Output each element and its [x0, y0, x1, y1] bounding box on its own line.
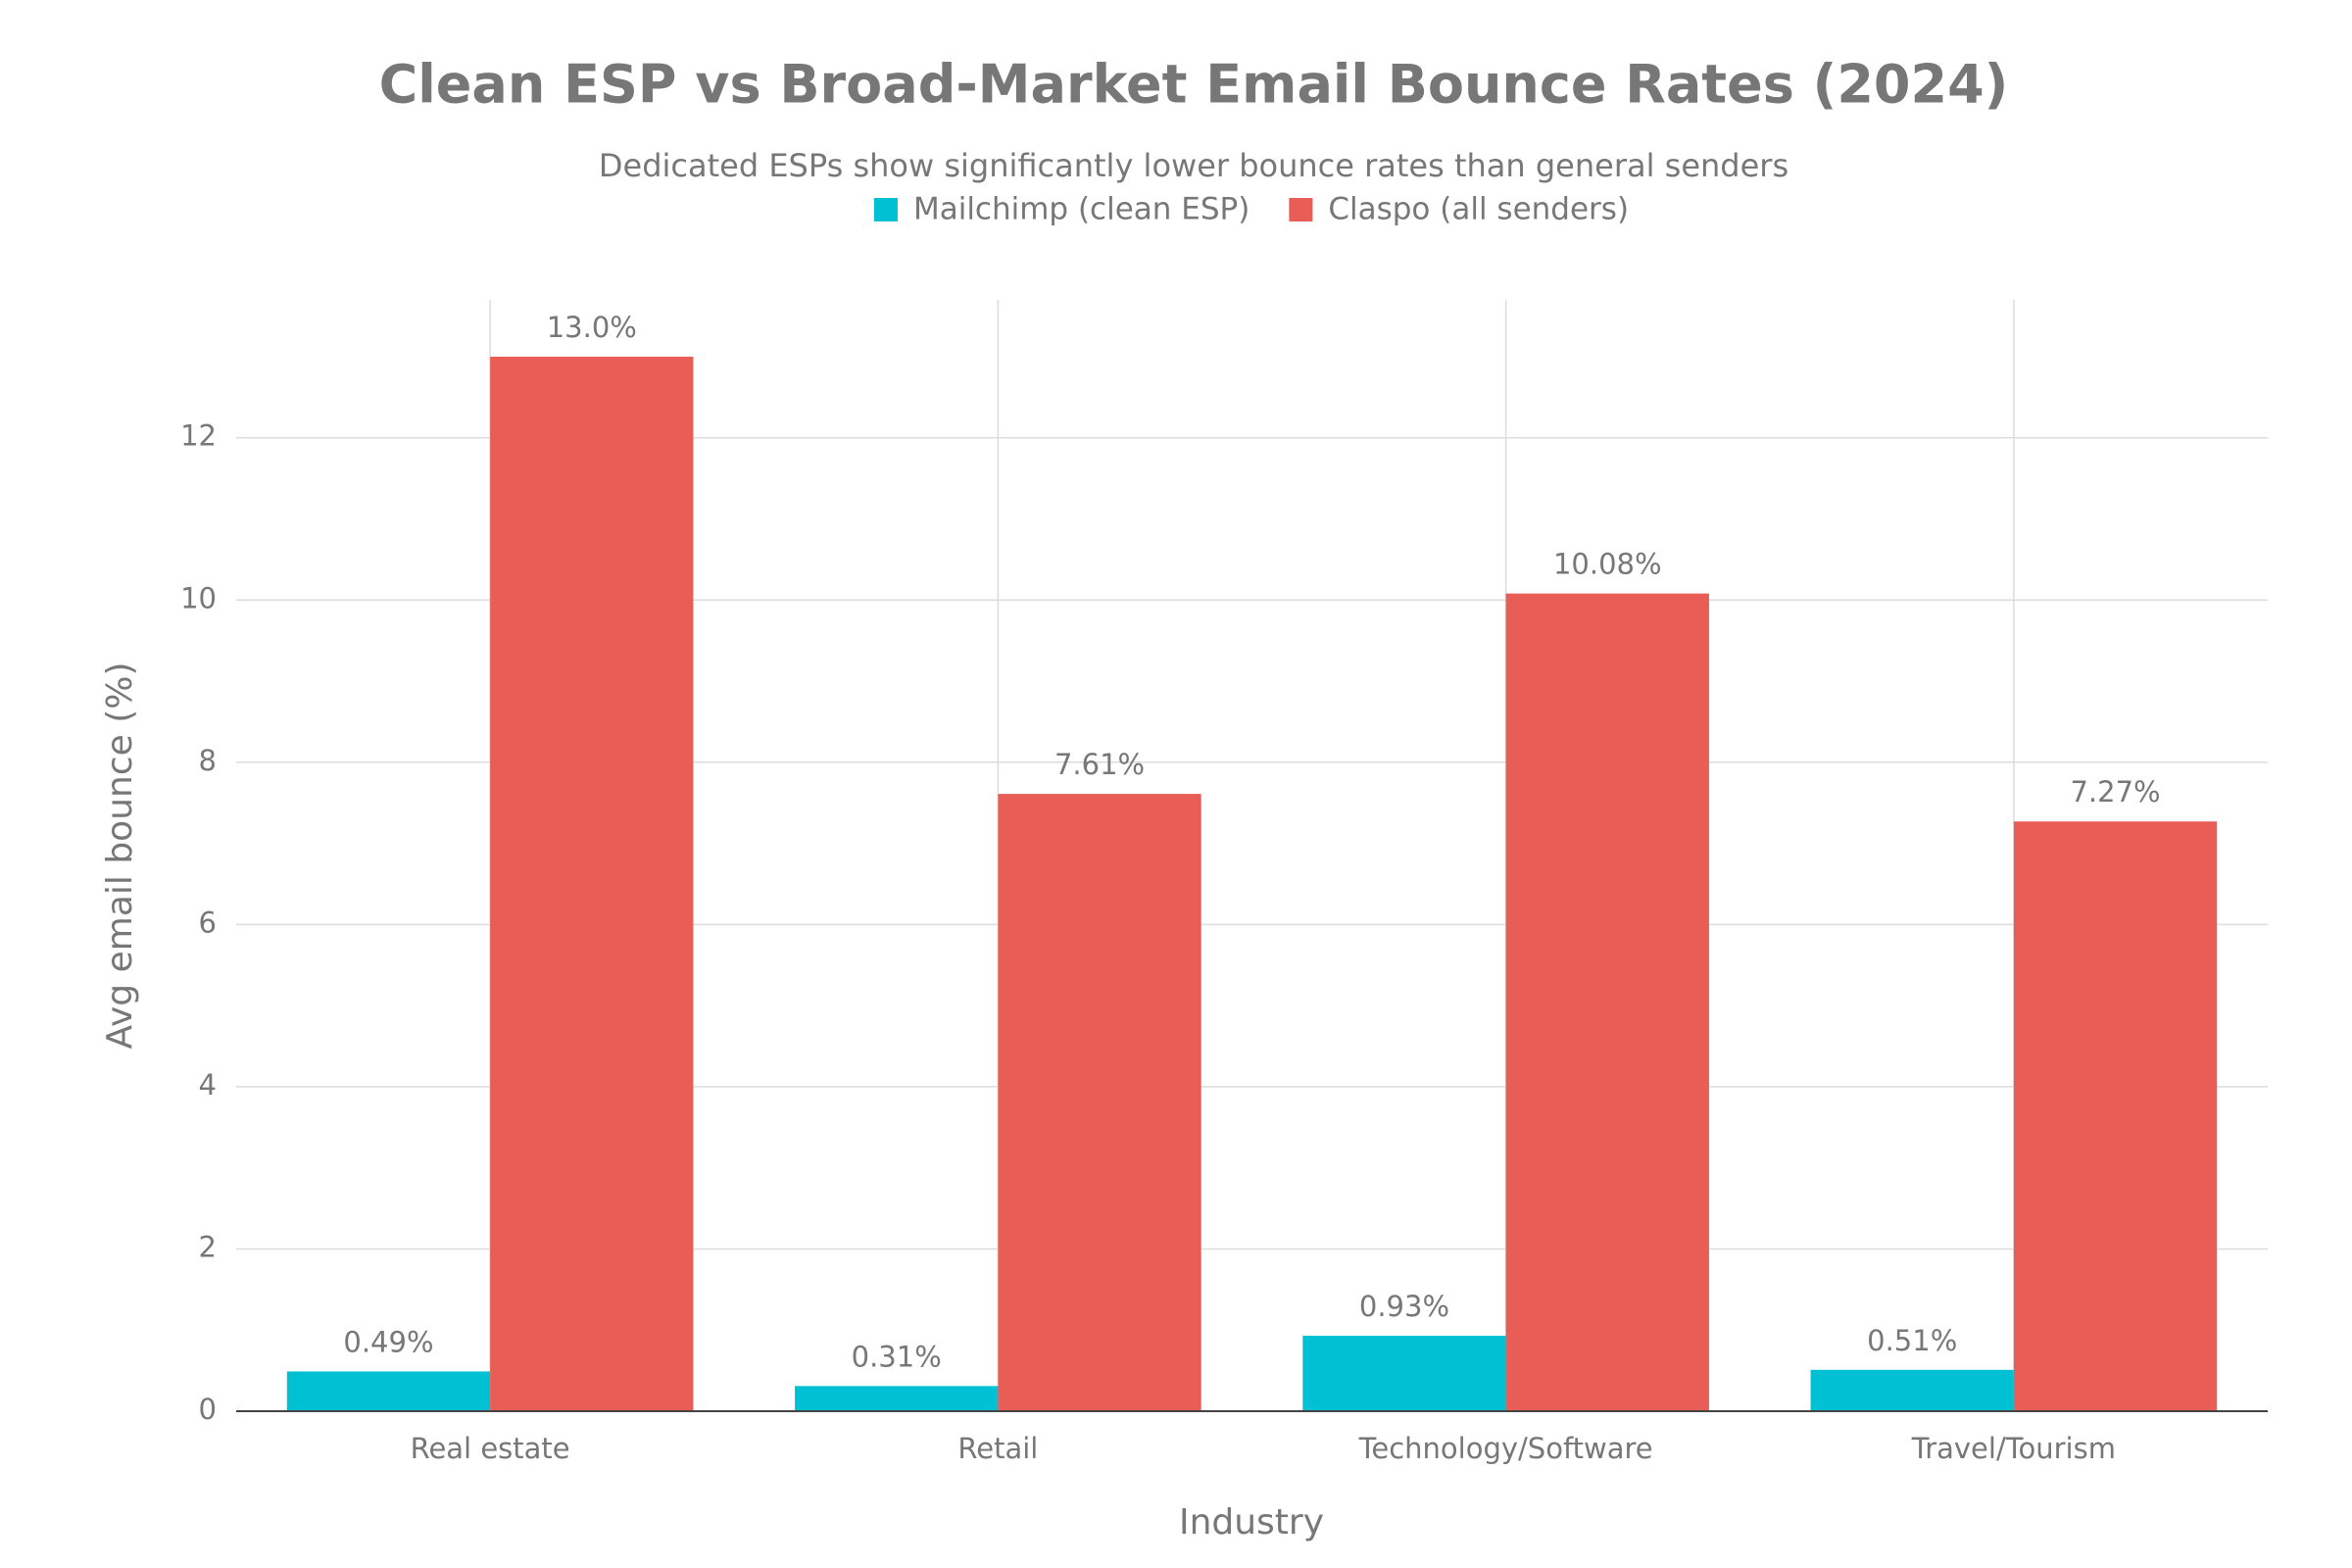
bar	[1810, 1369, 2014, 1411]
x-tick-label: Travel/Tourism	[1911, 1432, 2116, 1465]
data-label: 10.08%	[1553, 548, 1662, 581]
y-tick-label: 12	[180, 419, 217, 453]
y-tick-label: 4	[199, 1068, 217, 1102]
data-label: 7.61%	[1054, 748, 1145, 781]
chart-title: Clean ESP vs Broad-Market Email Bounce R…	[379, 54, 2009, 116]
data-label: 0.31%	[852, 1340, 942, 1373]
x-tick-label: Technology/Software	[1358, 1432, 1653, 1465]
x-tick-label: Real estate	[411, 1432, 570, 1465]
chart-subtitle: Dedicated ESPs show significantly lower …	[599, 147, 1788, 184]
bar	[286, 1371, 491, 1411]
data-label: 0.49%	[343, 1325, 433, 1358]
x-axis-title: Industry	[1179, 1502, 1324, 1543]
y-tick-label: 8	[199, 744, 217, 777]
data-label: 0.93%	[1359, 1290, 1449, 1323]
bar	[998, 794, 1201, 1411]
legend: Mailchimp (clean ESP) Claspo (all senders…	[873, 192, 1629, 227]
legend-label: Claspo (all senders)	[1328, 192, 1629, 227]
x-tick-label: Retail	[957, 1432, 1038, 1465]
y-tick-label: 6	[199, 906, 217, 939]
bar	[2013, 821, 2218, 1411]
bar	[1302, 1336, 1506, 1411]
data-label: 0.51%	[1867, 1324, 1957, 1357]
bar	[795, 1386, 999, 1411]
y-tick-label: 0	[199, 1393, 217, 1426]
y-tick-label: 2	[199, 1230, 217, 1263]
data-label: 7.27%	[2070, 775, 2160, 808]
data-label: 13.0%	[547, 311, 637, 344]
y-axis-title: Avg email bounce (%)	[100, 662, 140, 1049]
y-tick-label: 10	[180, 581, 217, 614]
legend-swatch	[1289, 198, 1313, 221]
bar	[1505, 593, 1709, 1411]
legend-swatch	[873, 198, 898, 221]
legend-label: Mailchimp (clean ESP)	[913, 192, 1250, 227]
bar	[490, 356, 694, 1411]
